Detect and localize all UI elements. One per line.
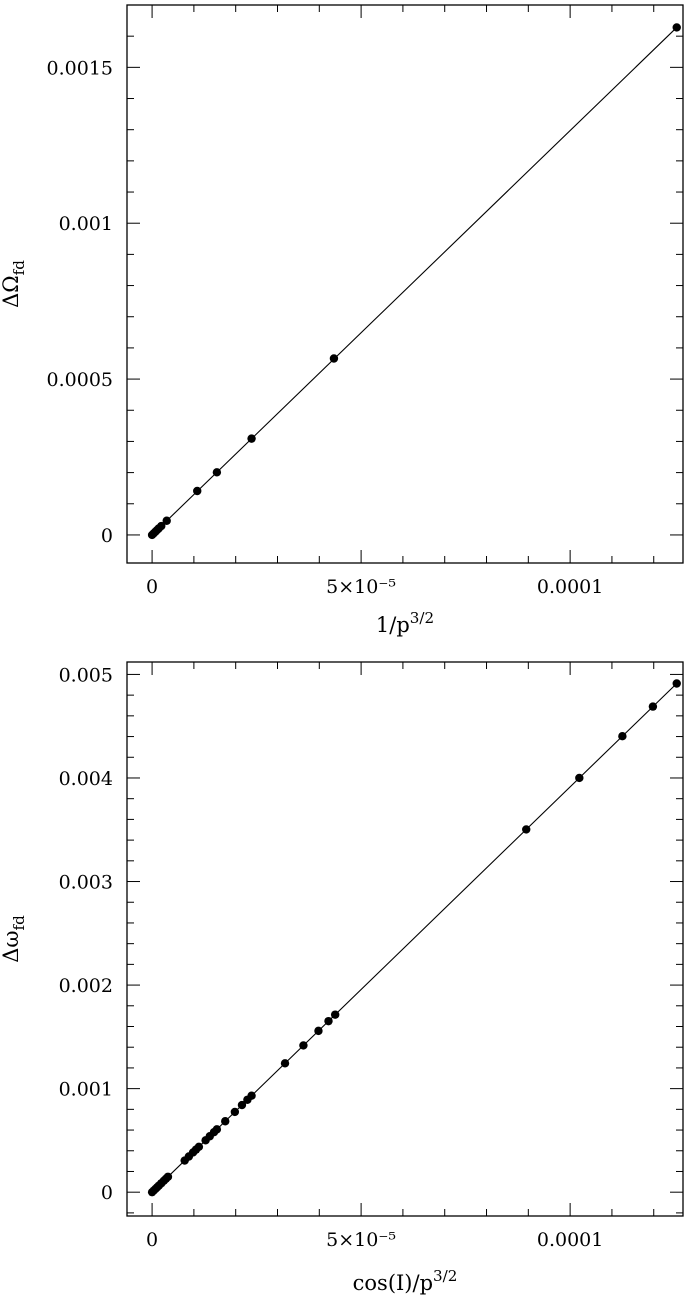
data-point	[237, 1100, 247, 1110]
fit-line	[151, 683, 678, 1193]
y-tick-label: 0.005	[59, 664, 113, 686]
y-axis-label: Δωfd	[0, 915, 28, 963]
data-point	[575, 773, 584, 783]
data-point	[314, 1026, 323, 1036]
x-axis-label: 1/p3/2	[376, 609, 434, 637]
y-tick-label: 0.003	[59, 872, 113, 894]
x-tick-label: 5×10⁻⁵	[326, 576, 396, 598]
data-point	[522, 825, 531, 834]
data-point	[212, 1125, 222, 1134]
data-point	[280, 1059, 290, 1068]
y-tick-label: 0.0015	[47, 57, 113, 79]
data-point	[247, 434, 256, 443]
y-tick-label: 0.001	[59, 213, 113, 235]
y-tick-label: 0.001	[59, 1079, 113, 1101]
x-tick-label: 0.0001	[537, 1229, 603, 1251]
y-tick-label: 0.004	[59, 768, 113, 790]
data-point	[193, 486, 202, 496]
data-point	[672, 23, 681, 32]
data-point	[157, 521, 166, 531]
data-point	[221, 1117, 230, 1126]
y-tick-label: 0	[101, 1182, 113, 1204]
data-point	[618, 732, 627, 741]
y-axis-label: ΔΩfd	[0, 260, 28, 308]
plot-frame	[126, 4, 684, 564]
data-point	[672, 679, 681, 688]
y-tick-label: 0.002	[59, 975, 113, 997]
top-panel: 0 5×10⁻⁵ 0.0001 0 0.0005 0.001 0.0015 1/p3/2 ΔΩf…	[0, 4, 684, 637]
data-point	[247, 1091, 256, 1100]
data-point	[329, 354, 339, 363]
y-tick-label: 0	[101, 525, 113, 547]
data-point	[299, 1041, 308, 1050]
bottom-panel: 0 5×10⁻⁵ 0.0001 0 0.001 0.002 0.003 0.004 0.005 c…	[0, 661, 684, 1295]
x-tick-label: 0	[146, 1229, 158, 1251]
x-tick-label: 0	[146, 576, 158, 598]
data-point	[324, 1016, 333, 1026]
x-tick-label: 5×10⁻⁵	[326, 1229, 396, 1251]
data-point	[212, 468, 222, 477]
data-point	[163, 1172, 173, 1181]
data-point	[648, 702, 658, 711]
plot-frame	[126, 661, 684, 1217]
data-point	[162, 516, 171, 525]
data-point	[330, 1010, 340, 1019]
x-tick-label: 0.0001	[537, 576, 603, 598]
y-tick-label: 0.0005	[47, 369, 113, 391]
data-point	[194, 1142, 204, 1151]
fit-line	[151, 27, 678, 536]
x-axis-label: cos(I)/p3/2	[353, 1267, 458, 1295]
data-point	[230, 1107, 240, 1117]
